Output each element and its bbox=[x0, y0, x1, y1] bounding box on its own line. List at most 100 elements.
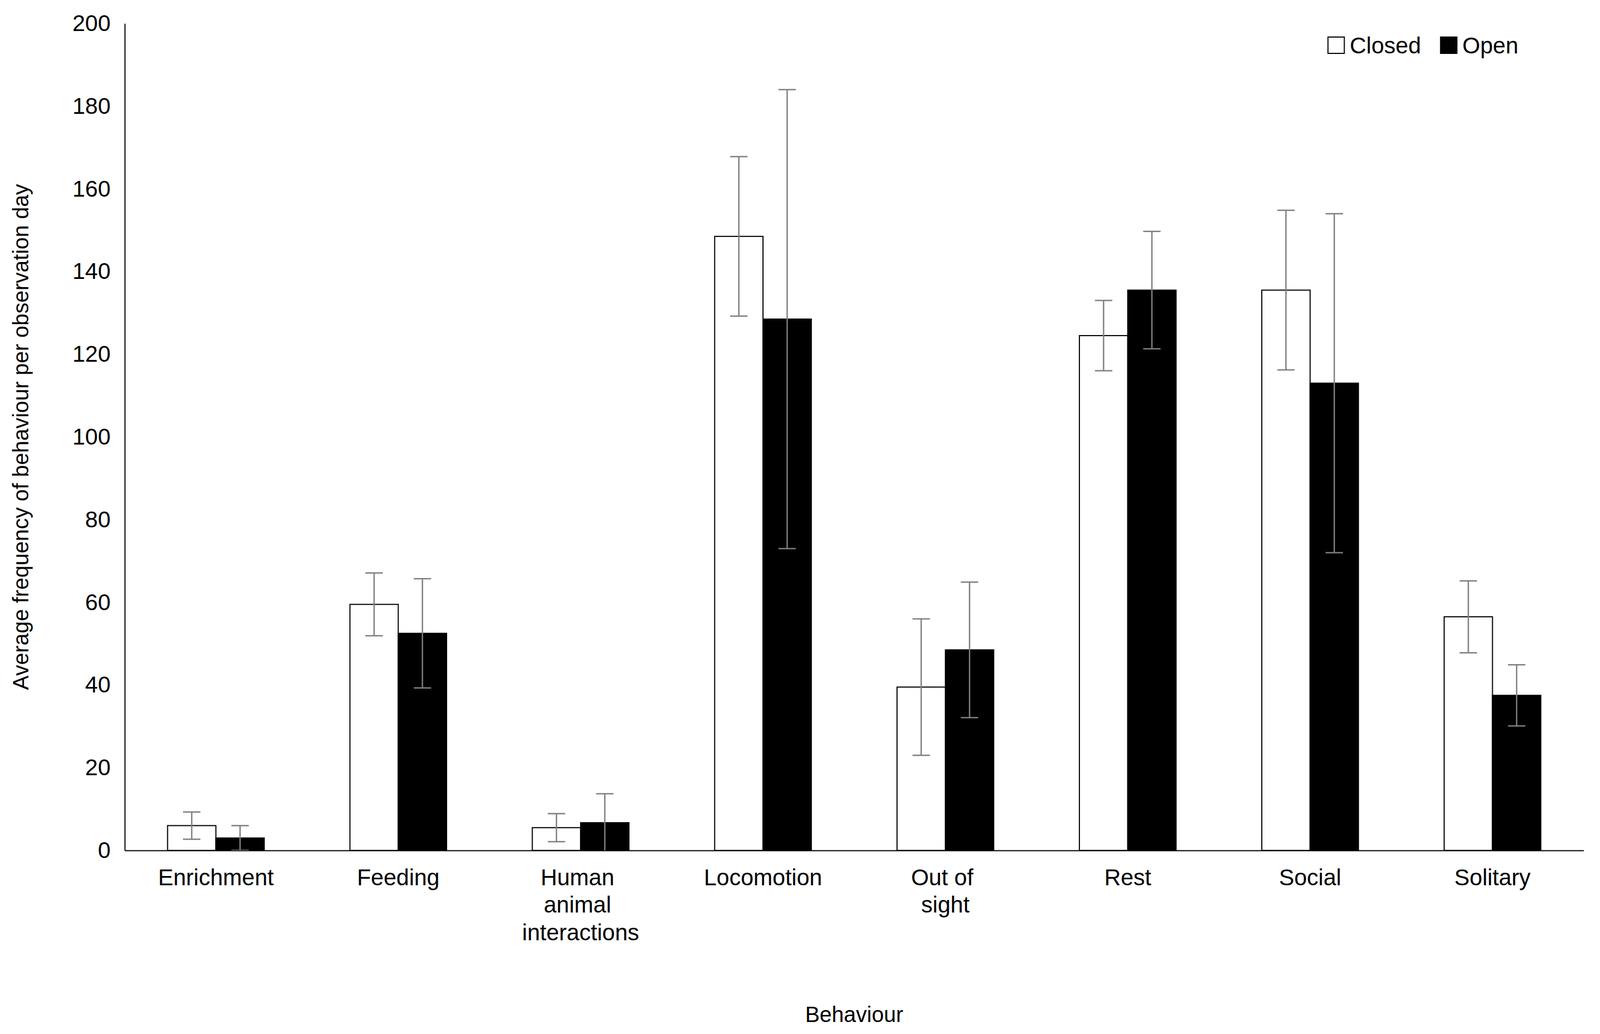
x-axis-line bbox=[125, 850, 1585, 852]
error-bar-cap bbox=[1143, 230, 1161, 233]
y-tick-label: 80 bbox=[84, 506, 111, 533]
x-axis: Enrichment Feeding Human animal interactio… bbox=[125, 850, 1585, 945]
error-bar-stem bbox=[1285, 210, 1287, 370]
error-bar-cap bbox=[778, 88, 796, 91]
y-tick-label: 40 bbox=[84, 671, 111, 698]
error-bar-stem bbox=[920, 618, 922, 755]
y-tick-label: 120 bbox=[72, 340, 111, 367]
error-bar bbox=[960, 581, 979, 718]
y-tick-label: 100 bbox=[72, 423, 111, 450]
error-bar-cap bbox=[547, 812, 566, 815]
error-bar bbox=[231, 825, 249, 851]
error-bar bbox=[1277, 210, 1295, 370]
error-bar-cap bbox=[778, 547, 796, 550]
y-tick: 160 bbox=[72, 175, 125, 202]
x-tick-label: Enrichment bbox=[157, 864, 274, 890]
x-tick-label-line: animal bbox=[543, 891, 618, 918]
y-tick: 200 bbox=[72, 10, 125, 36]
error-bar bbox=[1094, 300, 1113, 371]
error-bar-cap bbox=[1459, 651, 1477, 654]
y-tick-label: 0 bbox=[98, 837, 111, 863]
error-bar-cap bbox=[730, 315, 748, 317]
error-bar-cap bbox=[912, 618, 931, 620]
y-tick: 60 bbox=[84, 589, 125, 615]
x-tick-label-line: Human bbox=[540, 864, 621, 890]
x-tick-label: Out of sight bbox=[911, 864, 980, 918]
legend-label: Open bbox=[1462, 32, 1519, 59]
y-axis-line bbox=[124, 23, 126, 851]
y-tick: 20 bbox=[84, 754, 125, 780]
x-tick: Social bbox=[1278, 850, 1341, 890]
error-bar-cap bbox=[730, 155, 748, 158]
error-bar-stem bbox=[1333, 213, 1336, 553]
error-bar-stem bbox=[603, 793, 606, 851]
bar bbox=[1261, 290, 1311, 851]
y-tick-label: 160 bbox=[72, 175, 111, 202]
bars bbox=[167, 89, 1542, 851]
error-bar bbox=[1459, 580, 1477, 653]
y-tick-label: 180 bbox=[72, 93, 111, 119]
bar bbox=[714, 236, 763, 851]
x-tick-label: Solitary bbox=[1454, 864, 1531, 890]
error-bar-stem bbox=[191, 811, 193, 839]
x-tick-label: Human animal interactions bbox=[522, 864, 640, 945]
x-tick-label: Rest bbox=[1104, 864, 1152, 890]
error-bar-cap bbox=[1459, 579, 1477, 582]
error-bar-cap bbox=[912, 754, 931, 756]
x-tick: Feeding bbox=[356, 850, 440, 890]
error-bar-cap bbox=[1094, 299, 1113, 302]
y-axis: 0 20 40 60 80 100 120 140 160 180 200 bbox=[72, 10, 126, 863]
error-bar-cap bbox=[596, 792, 614, 795]
error-bar-stem bbox=[373, 572, 376, 636]
x-tick: Human animal interactions bbox=[522, 850, 640, 945]
error-bar-cap bbox=[365, 634, 383, 637]
y-tick: 180 bbox=[72, 93, 125, 119]
error-bar bbox=[547, 813, 566, 842]
y-tick-label: 140 bbox=[72, 258, 111, 284]
bar bbox=[350, 603, 399, 851]
error-bar bbox=[365, 572, 383, 636]
error-bar bbox=[596, 793, 614, 851]
error-bar-stem bbox=[1151, 231, 1153, 350]
x-tick-label-line: Out of bbox=[911, 864, 980, 890]
y-tick-label: 20 bbox=[84, 754, 111, 780]
error-bar-cap bbox=[1143, 347, 1161, 350]
bar bbox=[1127, 290, 1177, 851]
error-bar bbox=[413, 578, 432, 688]
x-tick: Rest bbox=[1104, 850, 1152, 890]
error-bar-cap bbox=[231, 849, 249, 851]
error-bar-cap bbox=[1277, 209, 1295, 212]
error-bar-stem bbox=[239, 825, 242, 851]
y-axis-title: Average frequency of behaviour per obser… bbox=[8, 184, 33, 690]
x-tick: Locomotion bbox=[703, 850, 822, 890]
y-tick-label: 200 bbox=[72, 10, 111, 36]
legend-entry: Closed bbox=[1328, 32, 1422, 59]
bar bbox=[1079, 335, 1128, 851]
y-tick: 40 bbox=[84, 671, 125, 698]
error-bar-cap bbox=[231, 824, 249, 827]
x-tick: Enrichment bbox=[157, 850, 274, 890]
legend-entry: Open bbox=[1440, 32, 1519, 59]
x-tick-label: Social bbox=[1278, 864, 1341, 890]
error-bar-stem bbox=[968, 581, 971, 718]
plot: 0 20 40 60 80 100 120 140 160 180 200 Enrichment Fee… bbox=[72, 10, 1585, 945]
legend-swatch bbox=[1440, 37, 1457, 54]
error-bar-stem bbox=[556, 813, 558, 842]
legend-label: Closed bbox=[1350, 32, 1422, 59]
error-bar bbox=[1143, 231, 1161, 350]
error-bar-cap bbox=[182, 838, 201, 840]
error-bar-stem bbox=[737, 156, 740, 316]
x-tick-label: Feeding bbox=[356, 864, 440, 890]
y-tick: 140 bbox=[72, 258, 125, 284]
x-tick: Solitary bbox=[1454, 850, 1531, 890]
error-bar-cap bbox=[1325, 551, 1343, 554]
error-bar bbox=[1507, 664, 1526, 726]
error-bar-cap bbox=[413, 686, 432, 689]
error-bar-cap bbox=[960, 581, 979, 583]
error-bar bbox=[778, 89, 796, 548]
error-bar-cap bbox=[182, 810, 201, 813]
y-tick-label: 60 bbox=[84, 589, 111, 615]
error-bar-cap bbox=[1277, 369, 1295, 371]
error-bar-stem bbox=[786, 89, 789, 548]
series bbox=[167, 156, 1493, 851]
